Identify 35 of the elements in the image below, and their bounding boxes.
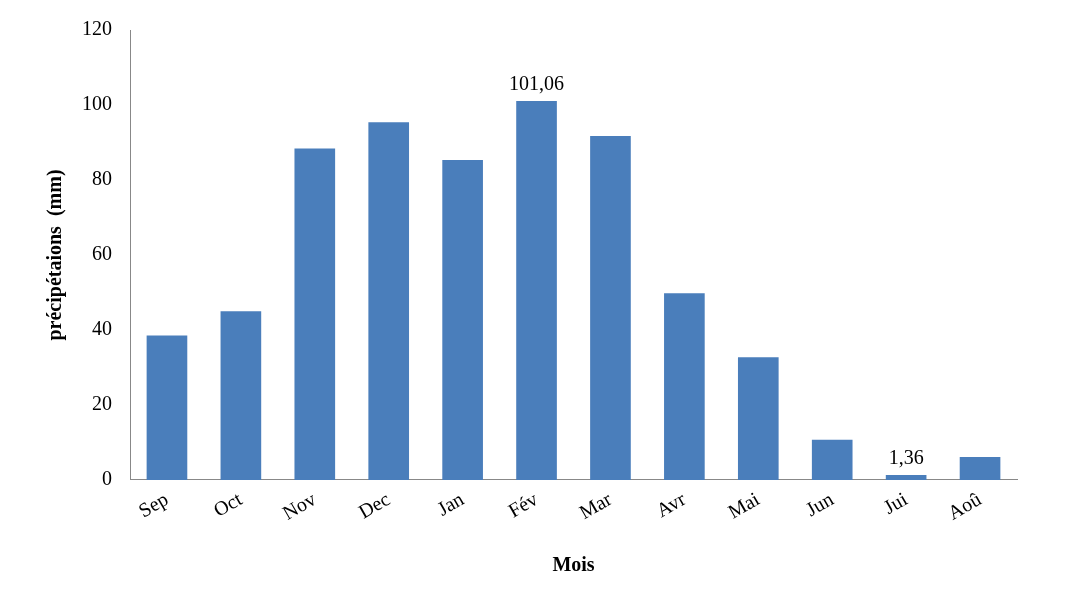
- bar: [811, 439, 853, 480]
- y-tick-label: 60: [92, 242, 112, 265]
- bar: [737, 357, 779, 480]
- x-tick-label: Oct: [209, 487, 246, 521]
- bar: [959, 457, 1001, 480]
- bar: [442, 160, 483, 480]
- x-tick-label: Avr: [652, 487, 690, 522]
- x-tick-label: Jun: [801, 487, 837, 521]
- bar: [146, 335, 188, 480]
- y-tick-label: 100: [82, 92, 112, 115]
- x-tick-label: Fév: [504, 487, 542, 522]
- x-tick-label: Dec: [354, 487, 394, 523]
- x-tick-label: Mai: [724, 487, 764, 523]
- x-axis-title: Mois: [552, 553, 595, 576]
- x-tick-label: Aoû: [943, 487, 985, 524]
- bar: [220, 311, 262, 480]
- x-tick-label: Mar: [575, 487, 616, 524]
- bar: [294, 148, 336, 480]
- x-tick-label: Sep: [134, 487, 173, 523]
- bar: [885, 474, 927, 480]
- data-label: 101,06: [509, 72, 565, 95]
- bar: [368, 122, 410, 480]
- y-tick-label: 120: [82, 17, 112, 40]
- x-tick-label: Jan: [433, 487, 468, 520]
- bar: [664, 293, 705, 480]
- data-label: 1,36: [888, 446, 924, 469]
- x-tick-label: Nov: [278, 487, 320, 524]
- x-tick-label: Jui: [879, 487, 912, 519]
- y-axis-title: précipétaions (mm): [43, 169, 67, 341]
- bar: [590, 136, 631, 480]
- y-tick-label: 40: [92, 317, 112, 340]
- y-tick-label: 80: [92, 167, 112, 190]
- y-tick-label: 20: [92, 392, 112, 415]
- y-tick-label: 0: [102, 467, 112, 490]
- bar: [516, 101, 557, 480]
